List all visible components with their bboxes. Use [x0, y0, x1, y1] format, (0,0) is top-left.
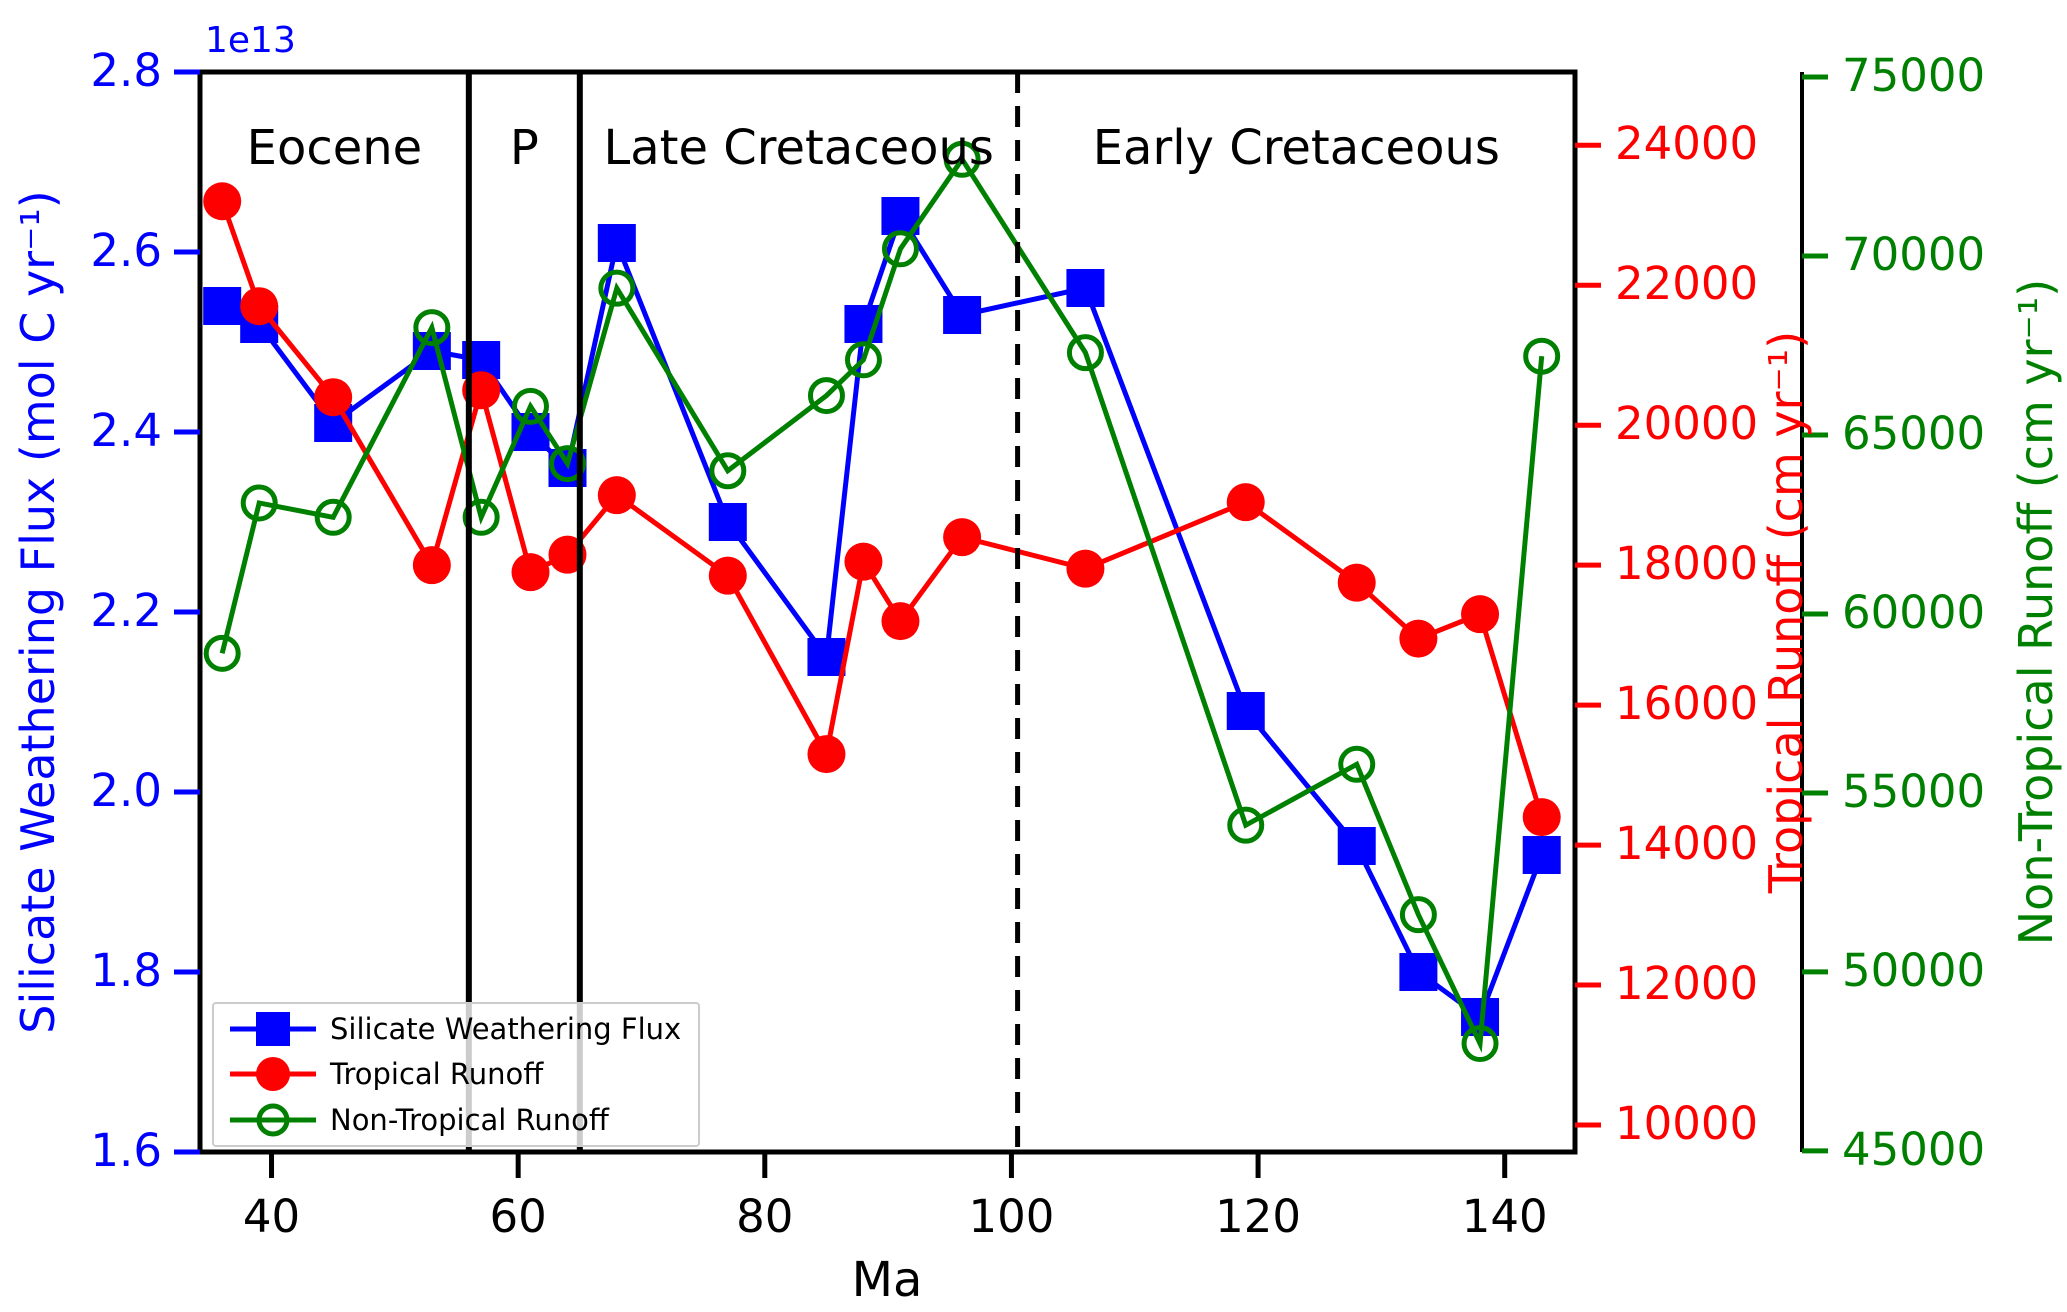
left-tick-label: 1.8: [90, 944, 162, 997]
green-tick-label: 70000: [1842, 227, 1986, 281]
left-tick-label: 2.8: [90, 44, 162, 97]
red-tick-label: 16000: [1615, 677, 1759, 731]
red-tick-label: 14000: [1615, 817, 1759, 871]
data-point-square: [943, 296, 982, 334]
period-label: P: [509, 120, 539, 176]
red-tick-label: 24000: [1615, 117, 1759, 171]
x-tick-label: 120: [1215, 1190, 1302, 1243]
data-point-open-circle: [1399, 896, 1437, 934]
red-tick-label: 10000: [1615, 1096, 1759, 1150]
legend-label: Tropical Runoff: [330, 1057, 544, 1092]
data-point-circle: [203, 182, 242, 221]
green-open-circle-legend-icon: [230, 1103, 316, 1137]
data-point-open-circle: [807, 377, 845, 415]
data-point-square: [807, 638, 846, 676]
data-point-square: [1522, 836, 1561, 874]
left-axis-label: Silicate Weathering Flux (mol C yr⁻¹): [11, 190, 65, 1034]
x-tick-label: 100: [968, 1190, 1055, 1243]
data-point-circle: [708, 556, 747, 595]
right-red-axis-label: Tropical Runoff (cm yr⁻¹): [1759, 330, 1813, 894]
series-line-red: [219, 200, 1545, 818]
legend-label: Non-Tropical Runoff: [330, 1103, 609, 1138]
data-point-open-circle: [1523, 337, 1561, 375]
data-point-open-circle: [314, 498, 352, 536]
data-point-open-circle: [709, 452, 747, 490]
legend-label: Silicate Weathering Flux: [330, 1011, 682, 1046]
data-point-open-circle: [240, 484, 278, 522]
data-point-open-circle: [598, 269, 636, 307]
data-point-circle: [1066, 549, 1105, 588]
data-point-open-circle: [511, 387, 549, 425]
data-point-open-circle: [548, 445, 586, 483]
period-label: Early Cretaceous: [1092, 120, 1500, 176]
data-point-circle: [844, 542, 883, 581]
data-point-open-circle: [413, 309, 451, 347]
data-point-circle: [1337, 563, 1376, 602]
data-point-circle: [881, 602, 920, 641]
data-point-square: [203, 287, 242, 325]
data-point-square: [1066, 269, 1105, 307]
data-point-open-circle: [1461, 1025, 1499, 1063]
left-tick-label: 2.6: [90, 224, 162, 277]
left-axis-offset-text: 1e13: [205, 20, 296, 61]
data-point-open-circle: [844, 341, 882, 379]
data-point-open-circle: [943, 140, 981, 178]
green-tick-label: 55000: [1842, 764, 1986, 818]
data-point-circle: [511, 553, 550, 592]
data-point-circle: [240, 287, 279, 326]
red-circle-legend-icon: [230, 1057, 316, 1092]
data-point-circle: [1522, 798, 1561, 837]
data-point-square: [1226, 692, 1265, 730]
data-point-open-circle: [203, 634, 241, 672]
period-label: Eocene: [246, 120, 423, 176]
data-point-open-circle: [1338, 745, 1376, 783]
x-tick-label: 80: [736, 1190, 794, 1243]
red-tick-label: 20000: [1615, 397, 1759, 451]
left-tick-label: 2.4: [90, 404, 162, 457]
x-axis-label: Ma: [851, 1252, 923, 1308]
x-tick-label: 60: [489, 1190, 547, 1243]
period-label: Late Cretaceous: [603, 120, 994, 176]
data-point-circle: [1461, 595, 1500, 634]
legend-item-nontropical: Non-Tropical Runoff: [214, 1098, 698, 1142]
data-point-square: [708, 503, 747, 541]
data-point-open-circle: [881, 230, 919, 268]
data-point-circle: [597, 476, 636, 515]
data-point-square: [597, 224, 636, 262]
green-tick-label: 75000: [1842, 48, 1986, 102]
red-tick-label: 12000: [1615, 957, 1759, 1011]
left-tick-label: 2.2: [90, 584, 162, 637]
legend-item-tropical: Tropical Runoff: [214, 1052, 698, 1096]
data-point-circle: [412, 546, 451, 585]
green-tick-label: 60000: [1842, 585, 1986, 639]
data-point-circle: [943, 518, 982, 557]
series-line-green: [219, 154, 1545, 1053]
red-tick-label: 18000: [1615, 537, 1759, 591]
green-tick-label: 65000: [1842, 406, 1986, 460]
legend: Silicate Weathering Flux Tropical Runoff…: [212, 1002, 700, 1147]
data-point-open-circle: [462, 498, 500, 536]
right-green-axis-label: Non-Tropical Runoff (cm yr⁻¹): [2009, 278, 2063, 946]
data-point-circle: [1226, 483, 1265, 522]
data-point-square: [1337, 827, 1376, 865]
left-tick-label: 1.6: [90, 1124, 162, 1177]
legend-item-silicate: Silicate Weathering Flux: [214, 1007, 698, 1051]
red-tick-label: 22000: [1615, 257, 1759, 311]
data-point-open-circle: [1066, 334, 1104, 372]
x-tick-label: 140: [1461, 1190, 1548, 1243]
x-tick-label: 40: [242, 1190, 301, 1243]
green-tick-label: 45000: [1842, 1122, 1986, 1176]
data-point-circle: [314, 378, 353, 417]
data-point-circle: [1399, 619, 1438, 658]
data-point-open-circle: [1227, 806, 1265, 844]
data-point-square: [1399, 953, 1438, 991]
green-tick-label: 50000: [1842, 943, 1986, 997]
data-point-circle: [807, 735, 846, 774]
left-tick-label: 2.0: [90, 764, 162, 817]
blue-square-legend-icon: [230, 1011, 316, 1046]
